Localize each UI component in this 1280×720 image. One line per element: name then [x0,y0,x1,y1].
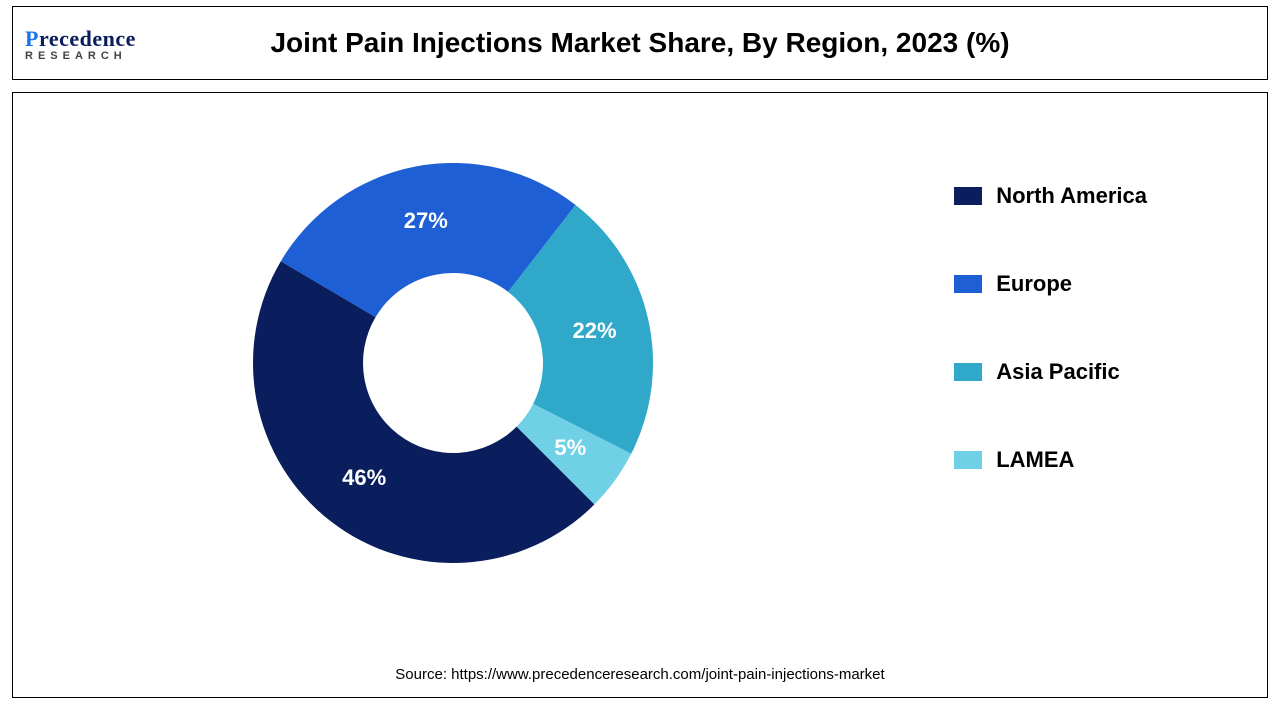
donut-slice-label: 22% [572,318,616,344]
legend-swatch [954,451,982,469]
source-citation: Source: https://www.precedenceresearch.c… [13,666,1267,683]
legend-item: Asia Pacific [954,359,1147,385]
donut-slice-label: 46% [342,465,386,491]
legend-label: LAMEA [996,447,1074,473]
donut-slice-label: 5% [554,435,586,461]
legend-item: Europe [954,271,1147,297]
logo-wordmark-top: Precedence [25,26,205,52]
legend-swatch [954,187,982,205]
legend-label: North America [996,183,1147,209]
logo-wordmark-bottom: RESEARCH [25,50,205,62]
donut-chart: 46% 27% 22% 5% [243,153,663,573]
legend-item: North America [954,183,1147,209]
brand-logo: Precedence RESEARCH [25,15,205,73]
chart-container: 46% 27% 22% 5% North America Europe Asia Paci… [12,92,1268,698]
chart-legend: North America Europe Asia Pacific LAMEA [954,183,1147,473]
legend-swatch [954,275,982,293]
donut-slice-label: 27% [404,208,448,234]
logo-brand-top-text: recedence [39,26,136,51]
donut-svg [243,153,663,573]
legend-label: Europe [996,271,1072,297]
legend-swatch [954,363,982,381]
legend-item: LAMEA [954,447,1147,473]
legend-label: Asia Pacific [996,359,1120,385]
header-box: Precedence RESEARCH Joint Pain Injection… [12,6,1268,80]
